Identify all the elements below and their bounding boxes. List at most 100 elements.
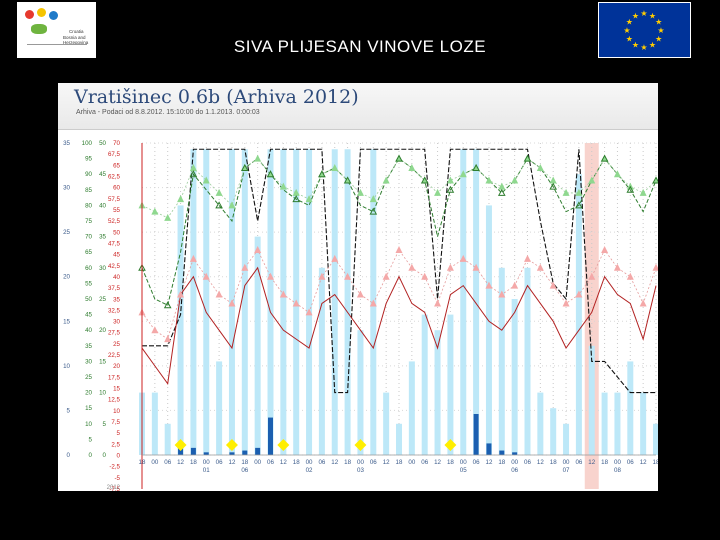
humidity-bar [524,267,531,455]
leaf-wetness-marker [444,439,457,451]
logo-text: Croatia [69,29,84,34]
green-open-marker [600,154,609,162]
temperature-marker [228,299,236,307]
x-tick-label: 06 [267,459,274,466]
x-day-label: 02 [306,467,313,474]
temperature-marker [639,299,647,307]
temperature-marker [202,272,210,280]
green-open-marker [497,188,506,196]
x-tick-label: 12 [177,459,184,466]
green-open-marker [369,207,378,215]
humidity-bar [306,149,313,455]
y-tick-label: 10 [85,421,92,428]
x-day-label: 07 [563,467,570,474]
temperature-marker [241,263,249,271]
green-open-marker [266,170,275,178]
y-tick-label: 57,5 [108,196,121,203]
y-tick-label: 67,5 [108,151,121,158]
humidity-bar [408,361,415,455]
logo-text: Bosnia and Herzegovina [63,35,89,45]
humidity-bar [588,345,595,455]
x-tick-label: 18 [601,459,608,466]
y-tick-label: 52,5 [108,218,121,225]
x-tick-label: 18 [653,459,658,466]
y-tick-label: 5 [103,421,107,428]
y-tick-label: 0 [67,452,71,459]
precip-bar [486,443,492,455]
temperature-marker [318,272,326,280]
temperature-marker [434,299,442,307]
temperature-marker [472,263,480,271]
y-tick-label: 70 [113,140,120,147]
green-marker [254,154,262,162]
x-tick-label: 18 [139,459,146,466]
y-tick-label: 42,5 [108,263,121,270]
temperature-marker [408,263,416,271]
temperature-marker [511,281,519,289]
y-tick-label: 40 [113,274,120,281]
green-open-marker [420,176,429,184]
precip-bar [473,413,479,455]
green-marker [292,188,300,196]
humidity-bar [267,149,274,455]
green-open-marker [549,182,558,190]
green-open-marker [652,176,658,184]
x-tick-label: 00 [306,459,313,466]
y-tick-label: 25 [113,341,120,348]
humidity-bar [280,149,287,455]
logo-figure-icon [37,8,46,17]
y-tick-label: -2,5 [109,464,120,471]
y-tick-label: 27,5 [108,330,121,337]
temperature-marker [177,290,185,298]
temperature-marker [485,281,493,289]
green-marker [177,195,185,203]
precip-bar [242,450,248,455]
x-day-label: 03 [357,467,364,474]
temperature-marker [421,272,429,280]
green-marker [549,176,557,184]
green-open-marker [189,170,198,178]
x-tick-label: 18 [293,459,300,466]
humidity-bar [318,267,325,455]
humidity-bar [614,392,621,455]
eu-star-icon: ★ [657,26,664,35]
x-tick-label: 06 [370,459,377,466]
humidity-bar [190,149,197,455]
x-tick-label: 00 [408,459,415,466]
chart-title: Vratišinec 0.6b (Arhiva 2012) [74,86,359,108]
eu-star-icon: ★ [626,35,633,44]
green-open-marker [446,185,455,193]
temperature-marker [305,308,313,316]
humidity-bar [216,361,223,455]
y-tick-label: 60 [113,185,120,192]
humidity-bar [537,392,544,455]
humidity-bar [653,423,658,455]
temperature-marker [356,290,364,298]
x-tick-label: 06 [318,459,325,466]
humidity-bar [344,149,351,455]
temperature-marker [575,290,583,298]
x-tick-label: 18 [550,459,557,466]
humidity-bar [575,174,582,455]
logo-divider [27,44,87,45]
precip-bar [499,450,505,455]
green-open-marker [292,195,301,203]
y-tick-label: 32,5 [108,307,121,314]
green-open-marker [215,201,223,209]
x-tick-label: 06 [627,459,634,466]
x-tick-label: 12 [537,459,544,466]
x-tick-label: 00 [460,459,467,466]
green-marker [562,188,570,196]
y-tick-label: 35 [63,140,70,147]
green-open-marker [343,176,352,184]
year-label: 2012 [107,485,121,491]
green-marker [511,176,519,184]
green-marker [382,176,390,184]
x-tick-label: 12 [434,459,441,466]
y-tick-label: 20 [85,390,92,397]
precip-bar [190,447,196,455]
humidity-bar [254,236,261,455]
y-tick-label: 10 [99,390,106,397]
x-tick-label: 06 [421,459,428,466]
x-tick-label: 00 [614,459,621,466]
